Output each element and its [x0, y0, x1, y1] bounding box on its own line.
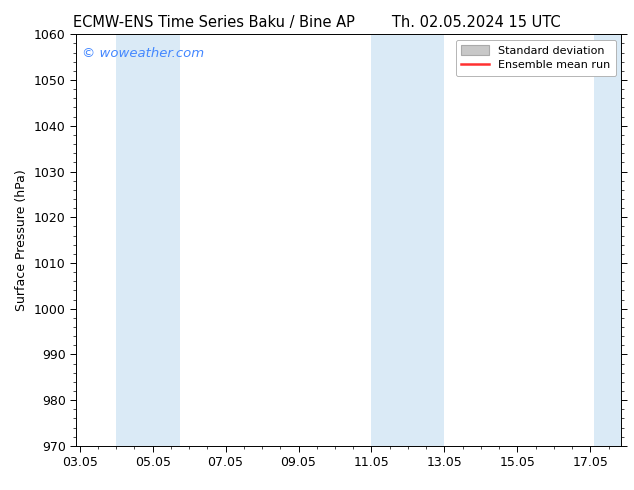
- Bar: [594, 34, 621, 446]
- Legend: Standard deviation, Ensemble mean run: Standard deviation, Ensemble mean run: [456, 40, 616, 76]
- Y-axis label: Surface Pressure (hPa): Surface Pressure (hPa): [15, 169, 29, 311]
- Text: © woweather.com: © woweather.com: [82, 47, 204, 60]
- Bar: [372, 34, 444, 446]
- Text: ECMW-ENS Time Series Baku / Bine AP        Th. 02.05.2024 15 UTC: ECMW-ENS Time Series Baku / Bine AP Th. …: [73, 15, 561, 30]
- Bar: [116, 34, 180, 446]
